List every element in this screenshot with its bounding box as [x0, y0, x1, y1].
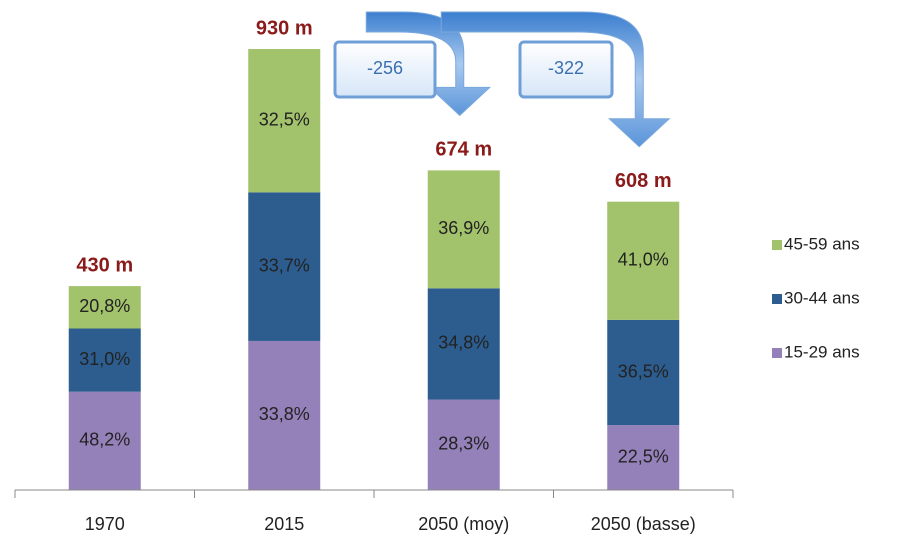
- bar-segment: [248, 192, 321, 341]
- value-label: 34,8%: [438, 333, 489, 353]
- value-label: 33,8%: [259, 404, 310, 424]
- total-label: 674 m: [435, 139, 492, 161]
- bar-segment: [68, 286, 141, 329]
- bar-segment: [248, 49, 321, 193]
- annotation: -256: [367, 58, 403, 78]
- bar-segment: [427, 399, 500, 490]
- value-label: 41,0%: [618, 250, 669, 270]
- value-label: 31,0%: [79, 349, 130, 369]
- bar-segment: [427, 170, 500, 289]
- legend-swatch: [772, 348, 782, 358]
- x-tick-label: 1970: [85, 514, 125, 534]
- value-label: 22,5%: [618, 446, 669, 466]
- value-label: 36,9%: [438, 218, 489, 238]
- total-label: 608 m: [615, 170, 672, 192]
- annotation-box: [518, 40, 614, 99]
- bar-segment: [607, 201, 680, 320]
- bar-segment: [68, 328, 141, 392]
- arrow: [365, 11, 492, 117]
- value-label: 28,3%: [438, 434, 489, 454]
- x-tick-label: 2015: [264, 514, 304, 534]
- bar-segment: [68, 391, 141, 490]
- annotation: -322: [548, 58, 584, 78]
- annotation-box: [333, 40, 437, 99]
- bar-segment: [607, 425, 680, 490]
- legend-swatch: [772, 294, 782, 304]
- value-label: 20,8%: [79, 296, 130, 316]
- value-label: 48,2%: [79, 430, 130, 450]
- x-tick-label: 2050 (basse): [591, 514, 696, 534]
- bar-segment: [427, 288, 500, 400]
- x-tick-label: 2050 (moy): [418, 514, 509, 534]
- total-label: 430 m: [76, 254, 133, 276]
- arrow: [440, 11, 671, 148]
- legend-label: 15-29 ans: [784, 342, 860, 361]
- legend-label: 45-59 ans: [784, 234, 860, 253]
- value-label: 32,5%: [259, 109, 310, 129]
- value-label: 36,5%: [618, 361, 669, 381]
- bar-segment: [248, 340, 321, 490]
- legend-label: 30-44 ans: [784, 288, 860, 307]
- legend-swatch: [772, 240, 782, 250]
- value-label: 33,7%: [259, 255, 310, 275]
- bar-segment: [607, 319, 680, 426]
- total-label: 930 m: [256, 17, 313, 39]
